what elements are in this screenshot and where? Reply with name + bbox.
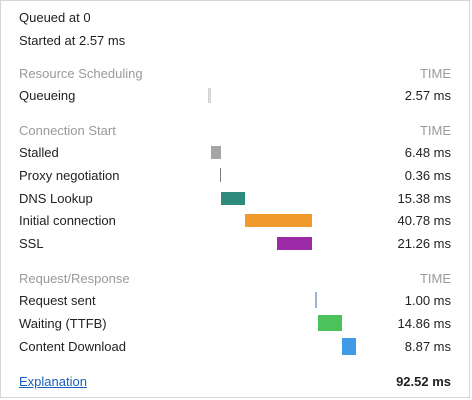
- time-header-connection-start: TIME: [419, 123, 451, 138]
- row-value-content-download: 8.87 ms: [404, 339, 451, 354]
- row-label-request-sent: Request sent: [19, 293, 96, 308]
- section-title-resource-scheduling: Resource Scheduling: [19, 66, 143, 81]
- row-value-queueing: 2.57 ms: [404, 88, 451, 103]
- time-header-resource-scheduling: TIME: [419, 66, 451, 81]
- timing-bar-content-download: [342, 338, 356, 355]
- total-time: 92.52 ms: [396, 374, 451, 389]
- time-header-request-response: TIME: [419, 271, 451, 286]
- timing-bar-stalled: [211, 146, 221, 159]
- row-value-proxy-negotiation: 0.36 ms: [404, 168, 451, 183]
- queued-at-text: Queued at 0: [19, 10, 91, 25]
- timing-bar-queueing: [208, 88, 211, 103]
- row-label-stalled: Stalled: [19, 145, 59, 160]
- section-title-connection-start: Connection Start: [19, 123, 116, 138]
- started-at-text: Started at 2.57 ms: [19, 33, 126, 48]
- row-value-request-sent: 1.00 ms: [404, 293, 451, 308]
- section-title-request-response: Request/Response: [19, 271, 130, 286]
- row-value-dns-lookup: 15.38 ms: [397, 191, 451, 206]
- timing-bar-initial-connection: [245, 214, 312, 227]
- row-label-initial-connection: Initial connection: [19, 213, 116, 228]
- row-label-waiting-ttfb: Waiting (TTFB): [19, 316, 107, 331]
- row-label-dns-lookup: DNS Lookup: [19, 191, 93, 206]
- timing-bar-proxy-negotiation: [220, 168, 221, 182]
- row-label-proxy-negotiation: Proxy negotiation: [19, 168, 120, 183]
- row-label-content-download: Content Download: [19, 339, 126, 354]
- row-value-stalled: 6.48 ms: [404, 145, 451, 160]
- timing-bar-waiting-ttfb: [318, 315, 342, 331]
- row-value-initial-connection: 40.78 ms: [397, 213, 451, 228]
- explanation-link[interactable]: Explanation: [19, 374, 87, 389]
- row-label-queueing: Queueing: [19, 88, 76, 103]
- row-value-waiting-ttfb: 14.86 ms: [397, 316, 451, 331]
- row-value-ssl: 21.26 ms: [397, 236, 451, 251]
- timing-bar-dns-lookup: [221, 192, 245, 205]
- timing-bar-request-sent: [315, 292, 317, 308]
- row-label-ssl: SSL: [19, 236, 44, 251]
- timing-bar-ssl: [277, 237, 312, 250]
